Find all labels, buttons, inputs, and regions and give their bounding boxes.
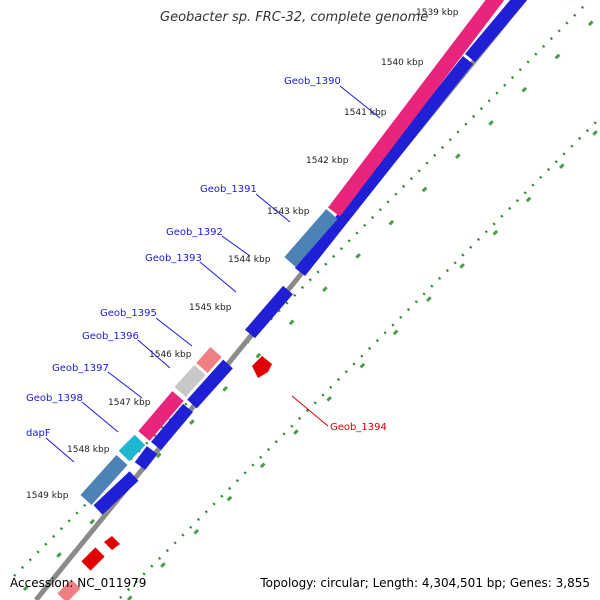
tick-label: 1544 kbp bbox=[228, 255, 271, 265]
cds-forward-segment bbox=[151, 403, 193, 451]
cds-forward-segment bbox=[134, 446, 158, 470]
cds-forward-segment bbox=[294, 55, 474, 277]
cds-forward-segment bbox=[465, 0, 527, 63]
cog-band-salmon bbox=[196, 347, 222, 373]
cds-forward-segment bbox=[245, 285, 293, 339]
outer-dotted-track bbox=[13, 5, 585, 577]
cds-reverse-geob-1394 bbox=[252, 356, 272, 378]
cog-band-gray bbox=[174, 364, 206, 398]
tick-label: 1549 kbp bbox=[26, 491, 69, 501]
leader-line bbox=[107, 371, 143, 399]
gene-label-geob-1396[interactable]: Geob_1396 bbox=[82, 331, 139, 342]
cog-band-cyan bbox=[118, 434, 146, 462]
topology-label: Topology: circular; Length: 4,304,501 bp… bbox=[260, 576, 590, 590]
cds-forward-segment bbox=[93, 471, 139, 515]
leader-line bbox=[155, 317, 193, 347]
cds-reverse-segment bbox=[57, 579, 81, 600]
cds-reverse-segment bbox=[81, 547, 105, 571]
gene-label-geob-1393[interactable]: Geob_1393 bbox=[145, 253, 202, 264]
gene-label-geob-1390[interactable]: Geob_1390 bbox=[284, 76, 341, 87]
cog-band-steelblue bbox=[80, 454, 128, 506]
inner-dashed-ticks bbox=[126, 126, 600, 600]
leader-line bbox=[199, 261, 237, 293]
gene-label-geob-1392[interactable]: Geob_1392 bbox=[166, 227, 223, 238]
accession-label: Accession: NC_011979 bbox=[10, 576, 147, 590]
tick-label: 1547 kbp bbox=[108, 398, 151, 408]
gene-label-geob-1397[interactable]: Geob_1397 bbox=[52, 363, 109, 374]
leader-line bbox=[339, 85, 381, 119]
gene-label-geob-1398[interactable]: Geob_1398 bbox=[26, 393, 83, 404]
tick-label: 1548 kbp bbox=[67, 445, 110, 455]
cog-band-pink bbox=[138, 391, 184, 441]
gene-label-dapf[interactable]: dapF bbox=[26, 428, 51, 439]
tick-label: 1545 kbp bbox=[189, 303, 232, 313]
gene-label-geob-1394[interactable]: Geob_1394 bbox=[330, 422, 387, 433]
tick-label: 1543 kbp bbox=[267, 207, 310, 217]
cog-band-pink bbox=[328, 0, 504, 217]
leader-line bbox=[81, 401, 119, 433]
gene-label-geob-1395[interactable]: Geob_1395 bbox=[100, 308, 157, 319]
tick-label: 1541 kbp bbox=[344, 108, 387, 118]
leader-line-red bbox=[291, 395, 329, 427]
cds-forward-segment bbox=[187, 359, 233, 409]
leader-line bbox=[45, 437, 75, 463]
tick-label: 1539 kbp bbox=[416, 8, 459, 18]
tick-label: 1540 kbp bbox=[381, 58, 424, 68]
leader-line bbox=[221, 235, 251, 257]
cds-reverse-segment bbox=[104, 536, 120, 550]
leader-line bbox=[137, 339, 171, 369]
gene-label-geob-1391[interactable]: Geob_1391 bbox=[200, 184, 257, 195]
tick-label: 1546 kbp bbox=[149, 350, 192, 360]
tick-label: 1542 kbp bbox=[306, 156, 349, 166]
map-title: Geobacter sp. FRC-32, complete genome bbox=[160, 10, 429, 25]
leader-line bbox=[255, 193, 291, 223]
cog-band-steelblue bbox=[284, 209, 338, 267]
